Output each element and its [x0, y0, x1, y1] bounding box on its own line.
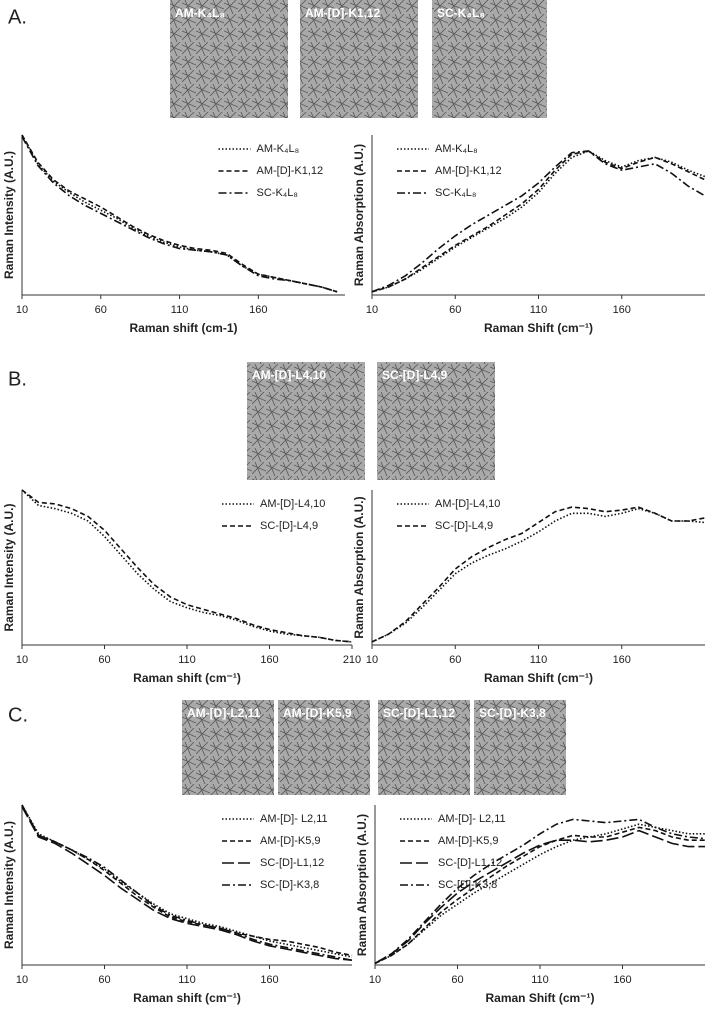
x-tick-label: 60 [449, 304, 461, 316]
micrograph [300, 0, 418, 118]
series-line [374, 829, 705, 965]
legend-label: SC-K₄L₈ [435, 187, 476, 199]
legend-label: SC-[D]-K3,8 [438, 879, 497, 891]
micrograph [170, 0, 288, 118]
micrograph-label: AM-[D]-L4,10 [252, 368, 326, 382]
micrograph [247, 362, 365, 480]
legend-label: AM-[D]-K5,9 [438, 835, 499, 847]
x-tick-label: 60 [98, 974, 110, 986]
legend-label: AM-[D]-K1,12 [257, 165, 324, 177]
legend-label: AM-[D]-L4,10 [435, 498, 500, 510]
series-line [21, 489, 353, 643]
series-line [21, 806, 353, 961]
legend-label: SC-[D]-L1,12 [438, 857, 502, 869]
series-line [371, 150, 706, 293]
series-line [371, 150, 706, 293]
series-line [374, 823, 705, 965]
micrograph-label: AM-[D]-K5,9 [283, 706, 352, 720]
x-tick-label: 10 [16, 974, 28, 986]
series-line [21, 804, 353, 958]
x-tick-label: 10 [366, 654, 378, 666]
legend-label: AM-[D]-K5,9 [260, 835, 321, 847]
micrograph [432, 0, 547, 118]
x-axis-title: Raman Shift (cm⁻¹) [484, 671, 593, 685]
x-axis-title: Raman Shift (cm⁻¹) [484, 321, 593, 335]
x-tick-label: 160 [260, 974, 278, 986]
micrograph [182, 700, 274, 795]
x-tick-label: 60 [451, 974, 463, 986]
legend-label: AM-[D]-K1,12 [435, 165, 502, 177]
x-tick-label: 160 [260, 654, 278, 666]
legend-label: AM-K₄L₈ [435, 143, 478, 155]
panel-label: C. [8, 704, 28, 726]
y-axis-title: Raman Intensity (A.U.) [2, 821, 16, 949]
legend-label: SC-[D]-L4,9 [435, 520, 493, 532]
y-axis-title: Raman Absorption (A.U.) [352, 144, 366, 286]
series-line [374, 826, 705, 965]
x-tick-label: 60 [98, 654, 110, 666]
x-tick-label: 110 [531, 974, 549, 986]
legend-label: SC-K₄L₈ [257, 187, 298, 199]
micrograph-label: SC-K₄L₈ [437, 6, 485, 20]
micrograph [378, 700, 470, 795]
micrograph-label: SC-[D]-K3,8 [479, 706, 546, 720]
series-line [21, 804, 353, 961]
x-axis-title: Raman shift (cm⁻¹) [133, 671, 241, 685]
micrograph-label: AM-K₄L₈ [175, 6, 225, 20]
x-tick-label: 160 [249, 304, 267, 316]
x-tick-label: 10 [366, 304, 378, 316]
micrograph-label: AM-[D]-L2,11 [187, 706, 261, 720]
x-tick-label: 160 [613, 654, 631, 666]
legend-label: AM-[D]- L2,11 [438, 813, 506, 825]
series-line [371, 506, 706, 643]
micrograph [474, 700, 566, 795]
panel-label: A. [8, 6, 27, 28]
series-line [21, 136, 338, 293]
x-tick-label: 110 [178, 974, 196, 986]
series-line [21, 489, 353, 643]
x-tick-label: 60 [449, 654, 461, 666]
micrograph [278, 700, 370, 795]
x-axis-title: Raman Shift (cm⁻¹) [485, 991, 594, 1005]
legend-label: SC-[D]-L1,12 [260, 857, 324, 869]
micrograph [377, 362, 495, 480]
y-axis-title: Raman Absorption (A.U.) [355, 814, 369, 956]
x-tick-label: 110 [530, 304, 548, 316]
x-tick-label: 60 [95, 304, 107, 316]
x-tick-label: 10 [16, 654, 28, 666]
y-axis-title: Raman Intensity (A.U.) [2, 151, 16, 279]
legend-label: AM-[D]-L4,10 [260, 498, 325, 510]
x-tick-label: 10 [369, 974, 381, 986]
series-line [21, 134, 338, 293]
x-tick-label: 210 [343, 654, 361, 666]
y-axis-title: Raman Absorption (A.U.) [352, 496, 366, 638]
series-line [371, 150, 706, 293]
x-tick-label: 10 [16, 304, 28, 316]
x-tick-label: 110 [178, 654, 196, 666]
series-line [374, 818, 706, 965]
x-tick-label: 110 [171, 304, 189, 316]
legend-label: AM-K₄L₈ [257, 143, 300, 155]
x-tick-label: 160 [613, 974, 631, 986]
micrograph-label: SC-[D]-L1,12 [383, 706, 455, 720]
x-tick-label: 160 [613, 304, 631, 316]
legend-label: SC-[D]-L4,9 [260, 520, 318, 532]
micrograph-label: SC-[D]-L4,9 [382, 368, 448, 382]
x-axis-title: Raman shift (cm⁻¹) [133, 991, 241, 1005]
x-axis-title: Raman shift (cm-1) [129, 321, 237, 335]
y-axis-title: Raman Intensity (A.U.) [2, 503, 16, 631]
series-line [371, 507, 706, 643]
series-line [21, 134, 338, 293]
panel-label: B. [8, 368, 27, 390]
x-tick-label: 110 [530, 654, 548, 666]
legend-label: SC-[D]-K3,8 [260, 879, 319, 891]
micrograph-label: AM-[D]-K1,12 [305, 6, 381, 20]
legend-label: AM-[D]- L2,11 [260, 813, 328, 825]
